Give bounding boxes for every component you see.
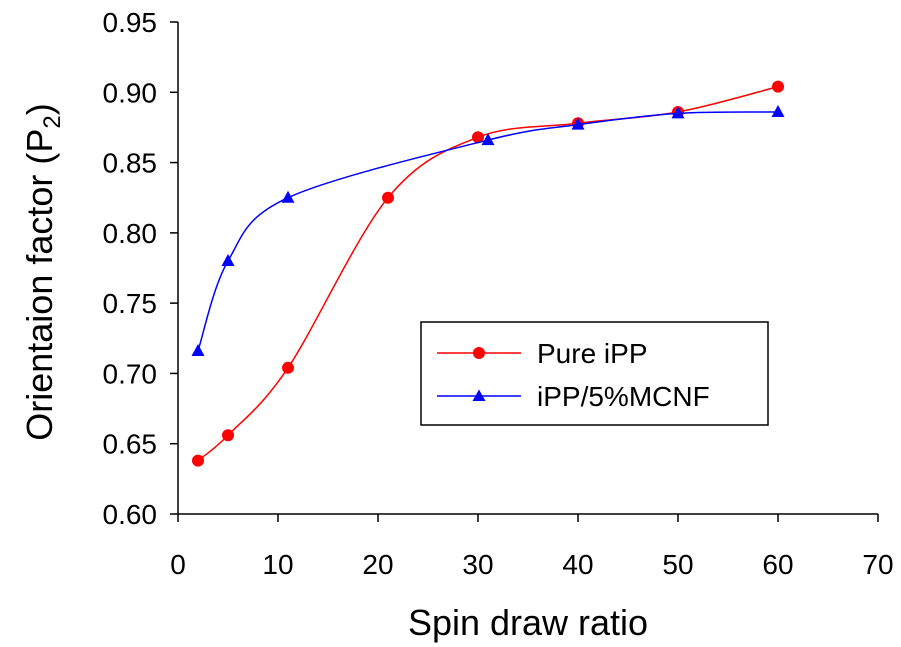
y-tick-label: 0.85 [103,148,158,179]
data-point-circle [772,80,784,93]
x-tick-label: 30 [462,549,493,580]
series-layer [191,80,785,467]
data-point-triangle [281,190,295,203]
data-point-circle [382,191,394,204]
series-line [197,111,779,352]
series-ipp-mcnf [191,104,785,356]
y-axis-label: Orientaion factor (P2) [19,103,66,441]
y-axis-label-main: Orientaion factor (P [19,129,60,441]
legend-label-pure-ipp: Pure iPP [537,338,648,369]
x-tick-label: 60 [762,549,793,580]
data-point-triangle [771,104,785,117]
legend-marker-pure-ipp [473,347,485,359]
axes-layer: 0 10 20 30 40 50 60 70 0.60 0.65 0.70 0.75 0.80 0.85 0… [103,7,894,580]
x-tick-label: 0 [170,549,186,580]
data-point-triangle [481,133,495,146]
y-axis-label-close: ) [19,103,60,115]
y-tick-label: 0.75 [103,288,158,319]
data-point-triangle [191,343,205,356]
y-tick-label: 0.95 [103,7,158,38]
data-point-triangle [571,117,585,130]
data-point-circle [282,361,294,374]
legend-box [420,321,769,426]
y-tick-label: 0.70 [103,358,158,389]
legend-label-ipp-mcnf: iPP/5%MCNF [537,381,710,412]
x-tick-label: 70 [862,549,893,580]
y-tick-label: 0.80 [103,218,158,249]
x-axis-label: Spin draw ratio [408,602,648,643]
data-point-circle [222,429,234,442]
y-tick-label: 0.60 [103,499,158,530]
y-tick-label: 0.65 [103,429,158,460]
y-axis-label-subscript: 2 [39,115,66,128]
legend-marker-ipp-mcnf [472,389,486,401]
x-tick-label: 20 [362,549,393,580]
x-tick-label: 50 [662,549,693,580]
legend: Pure iPP iPP/5%MCNF [420,321,769,426]
y-tick-label: 0.90 [103,77,158,108]
data-point-triangle [221,253,235,266]
data-point-circle [472,131,484,144]
data-point-triangle [671,106,685,119]
x-tick-label: 40 [562,549,593,580]
x-tick-label: 10 [262,549,293,580]
data-point-circle [192,454,204,467]
